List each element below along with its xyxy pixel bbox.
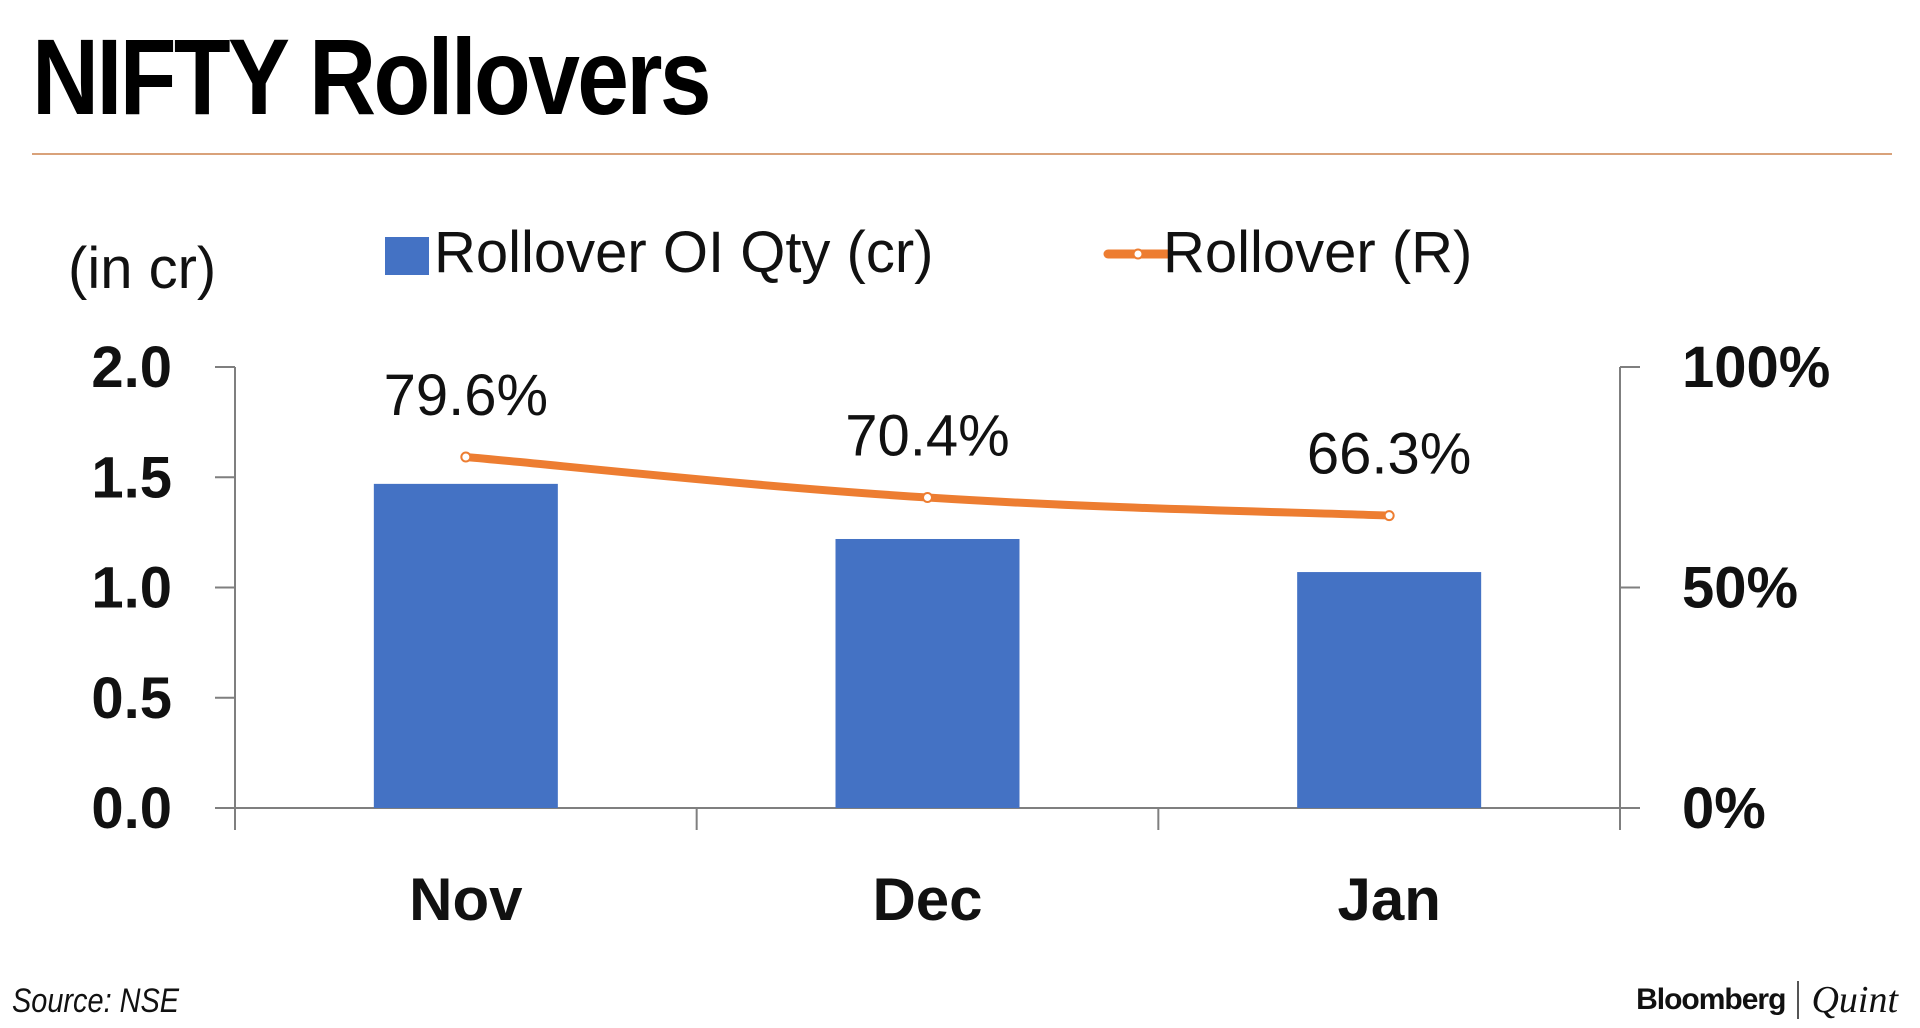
legend-label-bar-series: Rollover OI Qty (cr) — [434, 220, 934, 285]
brand-divider — [1797, 981, 1800, 1019]
source-note: Source: NSE — [12, 982, 180, 1020]
y-left-tick-label: 1.5 — [91, 445, 172, 510]
x-tick-label-dec: Dec — [872, 866, 982, 933]
line-point-dec — [922, 492, 933, 504]
y-right-tick-label: 50% — [1682, 556, 1798, 621]
line-point-jan — [1383, 510, 1395, 522]
y-right-tick-label: 0% — [1682, 776, 1766, 841]
page-title: NIFTY Rollovers — [32, 16, 712, 137]
legend-swatch-bar — [385, 237, 429, 275]
y-left-tick-label: 0.5 — [91, 666, 172, 731]
legend-swatch-marker — [1132, 248, 1144, 260]
legend-label-line-series: Rollover (R) — [1163, 220, 1472, 285]
data-labels: 79.6% 70.4% 66.3% — [384, 363, 1472, 487]
bar-jan — [1297, 572, 1482, 808]
y-left-tick-label: 1.0 — [91, 556, 172, 621]
x-tick-label-jan: Jan — [1337, 866, 1440, 933]
data-label-nov: 79.6% — [384, 363, 548, 428]
data-label-jan: 66.3% — [1307, 422, 1471, 487]
y-left-tick-label: 2.0 — [91, 335, 172, 400]
y-axis-left-label: (in cr) — [68, 236, 216, 301]
title-divider — [32, 153, 1892, 155]
data-label-dec: 70.4% — [845, 404, 1009, 469]
y-right-tick-label: 100% — [1682, 335, 1830, 400]
bar-dec — [835, 538, 1020, 808]
y-left-tick-label: 0.0 — [91, 776, 172, 841]
bar-nov — [373, 483, 558, 808]
line-series — [460, 451, 1395, 522]
brand-logo: Bloomberg Quint — [1636, 978, 1898, 1022]
bar-series — [373, 483, 1482, 808]
x-tick-label-nov: Nov — [409, 866, 523, 933]
line-point-nov — [460, 451, 472, 463]
chart-legend: Rollover OI Qty (cr) Rollover (R) — [385, 220, 1472, 285]
brand-primary: Bloomberg — [1636, 983, 1786, 1016]
brand-secondary: Quint — [1811, 979, 1898, 1021]
